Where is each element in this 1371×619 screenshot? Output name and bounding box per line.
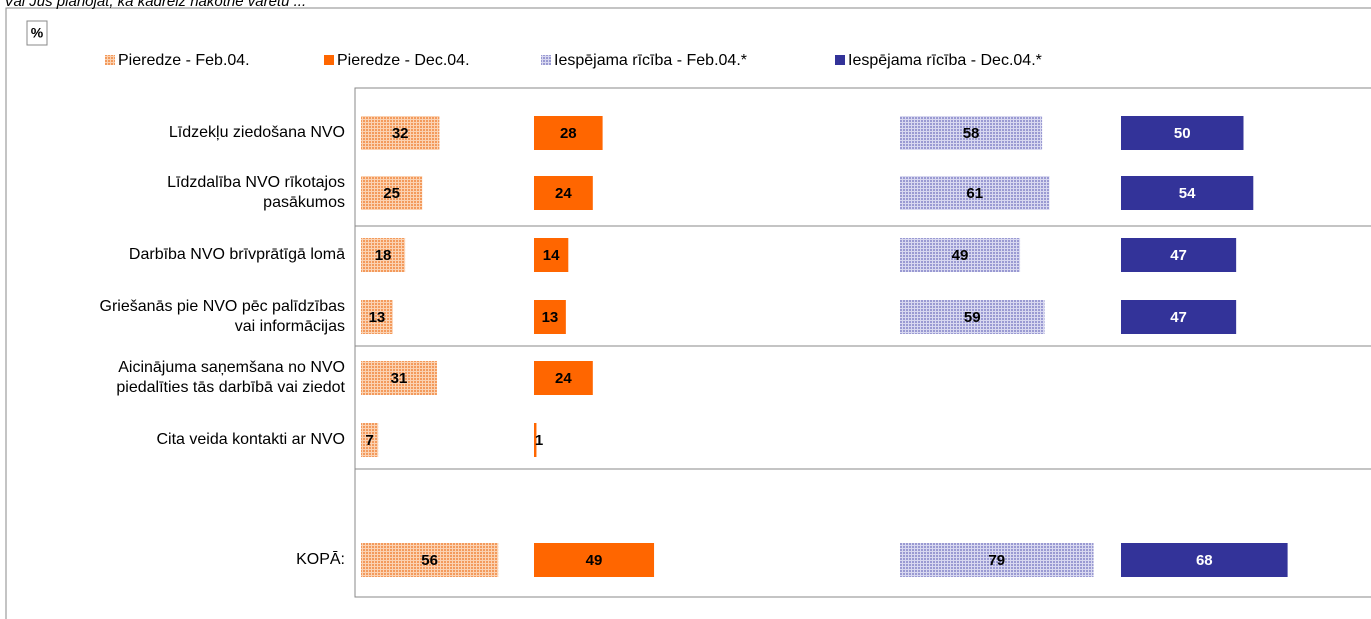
bar (361, 116, 440, 150)
value-label: 24 (555, 185, 572, 202)
frame (5, 7, 1371, 619)
value-label: 25 (383, 185, 400, 202)
category-label: KOPĀ: (296, 551, 345, 568)
bar (900, 238, 1021, 272)
category-label: Cita veida kontakti ar NVO (156, 431, 345, 448)
legend-swatch (835, 55, 845, 65)
value-label: 31 (391, 370, 408, 387)
category-label: Darbība NVO brīvprātīgā lomā (128, 246, 345, 263)
category-label: Līdzekļu ziedošana NVO (168, 124, 345, 141)
bar (534, 238, 569, 272)
value-label: 1 (535, 432, 543, 449)
chart-title: Vai Jūs plānojat, ka kādreiz nākotnē var… (4, 0, 306, 10)
value-label: 47 (1170, 247, 1187, 264)
bar (1121, 300, 1237, 334)
bar (361, 300, 393, 334)
bar (534, 423, 537, 457)
bar (361, 543, 499, 577)
bar (534, 116, 603, 150)
unit-box (26, 20, 48, 46)
value-label: 49 (586, 552, 603, 569)
legend-label: Pieredze - Dec.04. (337, 52, 470, 69)
bar (534, 361, 593, 395)
legend-swatch (541, 55, 551, 65)
bar (1121, 238, 1237, 272)
unit-label: % (31, 25, 44, 41)
value-label: 79 (988, 552, 1005, 569)
bar (534, 300, 566, 334)
category-label: Līdzdalība NVO rīkotajos pasākumos (167, 174, 345, 211)
bar (1121, 116, 1244, 150)
bar (361, 423, 379, 457)
value-label: 49 (952, 247, 969, 264)
legend-swatch (105, 55, 115, 65)
value-label: 7 (365, 432, 373, 449)
value-label: 59 (964, 309, 981, 326)
bar (900, 543, 1094, 577)
value-label: 50 (1174, 125, 1191, 142)
value-label: 61 (966, 185, 983, 202)
bar (534, 543, 655, 577)
value-label: 32 (392, 125, 409, 142)
bar (1121, 176, 1254, 210)
bar (1121, 543, 1288, 577)
value-label: 68 (1196, 552, 1213, 569)
bar (534, 176, 593, 210)
legend-label: Iespējama rīcība - Dec.04.* (848, 52, 1042, 69)
value-label: 56 (421, 552, 438, 569)
value-label: 18 (375, 247, 392, 264)
bar (361, 176, 423, 210)
plot-area (354, 87, 1371, 598)
value-label: 24 (555, 370, 572, 387)
legend-label: Iespējama rīcība - Feb.04.* (554, 52, 747, 69)
bar (361, 238, 406, 272)
category-label: Griešanās pie NVO pēc palīdzības vai inf… (99, 298, 345, 335)
value-label: 13 (369, 309, 386, 326)
value-label: 58 (963, 125, 980, 142)
bar (361, 361, 437, 395)
value-label: 13 (542, 309, 559, 326)
value-label: 47 (1170, 309, 1187, 326)
bar (900, 116, 1043, 150)
bar (900, 176, 1050, 210)
bar (900, 300, 1045, 334)
value-label: 54 (1179, 185, 1196, 202)
category-label: Aicinājuma saņemšana no NVO piedalīties … (116, 359, 345, 396)
value-label: 14 (543, 247, 560, 264)
value-label: 28 (560, 125, 577, 142)
legend-swatch (324, 55, 334, 65)
legend-label: Pieredze - Feb.04. (118, 52, 250, 69)
